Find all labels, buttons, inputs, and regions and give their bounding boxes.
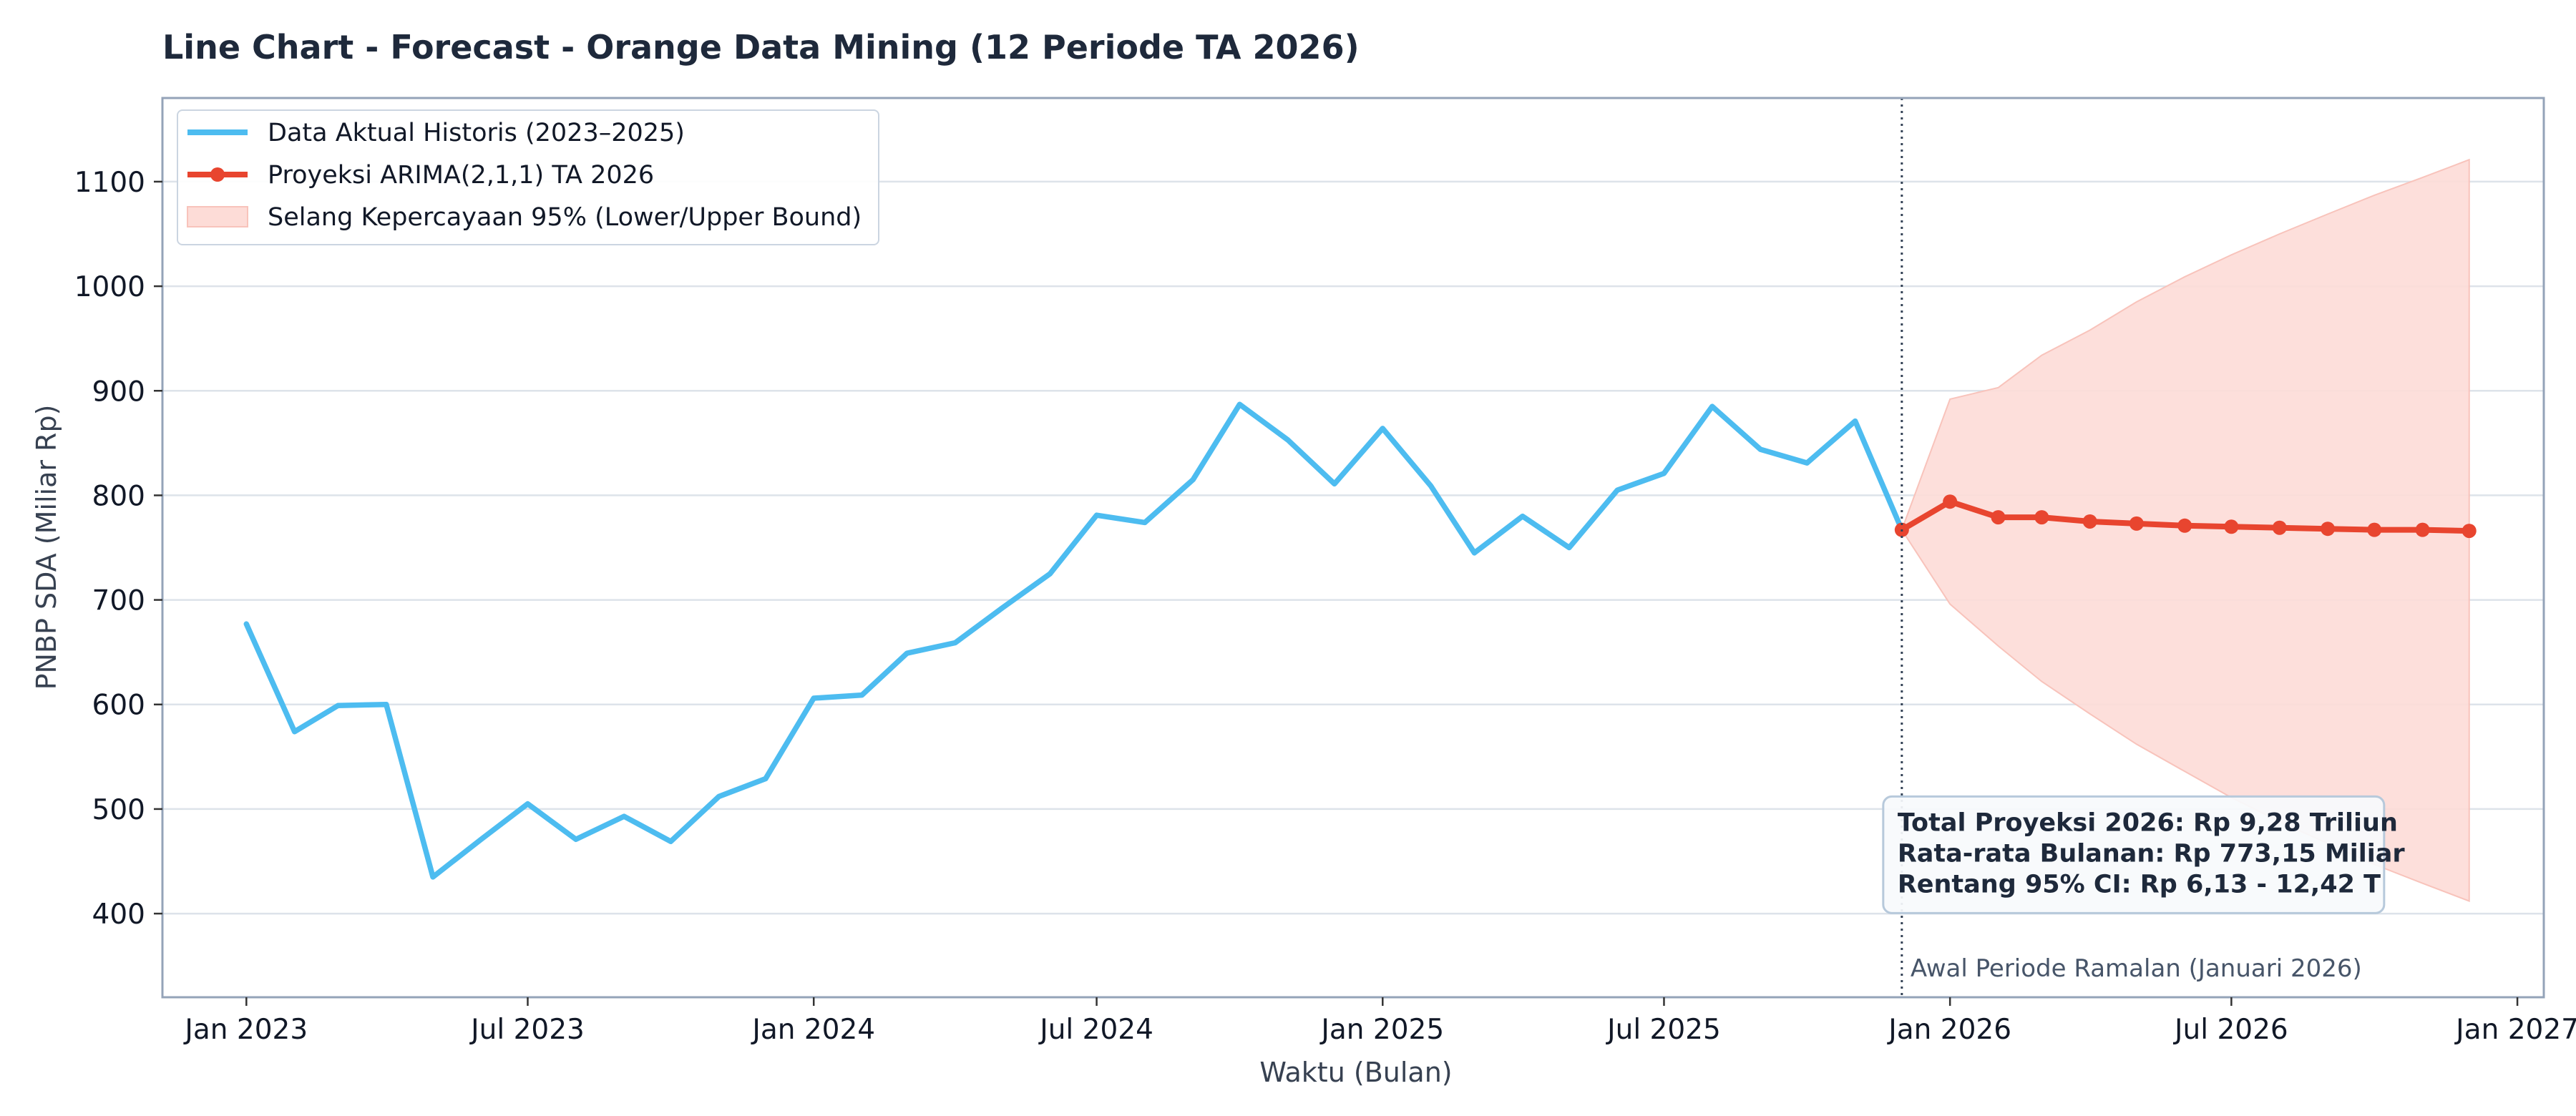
y-tick-label: 900 xyxy=(92,376,145,408)
x-axis-ticks: Jan 2023 Jul 2023 Jan 2024 Jul 2024 Jan 2025… xyxy=(182,997,2576,1046)
annotation-box xyxy=(1882,795,2386,914)
forecast-point xyxy=(2034,510,2049,525)
legend-ci-label: Selang Kepercayaan 95% (Lower/Upper Boun… xyxy=(268,203,862,232)
y-tick-label: 700 xyxy=(92,585,145,617)
x-tick-label: Jul 2024 xyxy=(1038,1014,1153,1046)
forecast-point xyxy=(2177,518,2192,533)
series-layer xyxy=(243,401,2477,880)
forecast-summary-annotation: Total Proyeksi 2026: Rp 9,28 TriliunRata… xyxy=(1882,795,2406,914)
x-tick-label: Jul 2023 xyxy=(469,1014,585,1046)
legend-forecast-label: Proyeksi ARIMA(2,1,1) TA 2026 xyxy=(268,161,654,190)
forecast-point xyxy=(2272,520,2287,535)
forecast-point xyxy=(2367,522,2382,537)
legend: Data Aktual Historis (2023–2025) Proyeks… xyxy=(177,109,879,245)
legend-forecast-marker xyxy=(210,167,225,182)
y-tick-label: 1000 xyxy=(74,271,145,303)
forecast-point xyxy=(2224,519,2239,534)
forecast-point xyxy=(2415,522,2430,537)
annotation-line: Total Proyeksi 2026: Rp 9,28 Triliun xyxy=(1898,808,2398,837)
historical-series-line xyxy=(243,401,1905,880)
chart-title: Line Chart - Forecast - Orange Data Mini… xyxy=(162,28,1360,67)
forecast-point xyxy=(2082,514,2097,529)
x-tick-label: Jul 2025 xyxy=(1605,1014,1721,1046)
plot-frame xyxy=(161,97,2545,999)
legend-box xyxy=(177,109,879,245)
x-tick-label: Jan 2027 xyxy=(2454,1014,2576,1046)
forecast-point xyxy=(2321,522,2336,537)
y-tick-label: 600 xyxy=(92,690,145,722)
x-tick-label: Jan 2026 xyxy=(1886,1014,2011,1046)
y-axis-ticks: 400 500 600 700 800 900 1000 1100 xyxy=(74,167,162,931)
legend-ci-swatch xyxy=(187,206,248,227)
legend-historical-label: Data Aktual Historis (2023–2025) xyxy=(268,119,685,147)
forecast-point xyxy=(1991,510,2006,525)
x-axis-label: Waktu (Bulan) xyxy=(1259,1057,1452,1088)
y-tick-label: 800 xyxy=(92,480,145,512)
y-tick-label: 500 xyxy=(92,794,145,826)
x-tick-label: Jul 2026 xyxy=(2172,1014,2288,1046)
annotation-line: Rentang 95% CI: Rp 6,13 - 12,42 T xyxy=(1898,870,2381,899)
x-tick-label: Jan 2023 xyxy=(182,1014,308,1046)
gridlines xyxy=(162,180,2544,915)
forecast-point xyxy=(2462,524,2477,539)
forecast-point xyxy=(2129,516,2144,531)
x-tick-label: Jan 2025 xyxy=(1319,1014,1444,1046)
y-tick-label: 1100 xyxy=(74,167,145,199)
y-tick-label: 400 xyxy=(92,899,145,931)
annotation-line: Rata-rata Bulanan: Rp 773,15 Miliar xyxy=(1898,839,2406,868)
forecast-start-label: Awal Periode Ramalan (Januari 2026) xyxy=(1911,954,2362,983)
forecast-point xyxy=(1943,494,1958,509)
x-tick-label: Jan 2024 xyxy=(750,1014,875,1046)
y-axis-label: PNBP SDA (Miliar Rp) xyxy=(31,405,62,690)
forecast-start-marker: Awal Periode Ramalan (Januari 2026) xyxy=(1901,98,2362,997)
